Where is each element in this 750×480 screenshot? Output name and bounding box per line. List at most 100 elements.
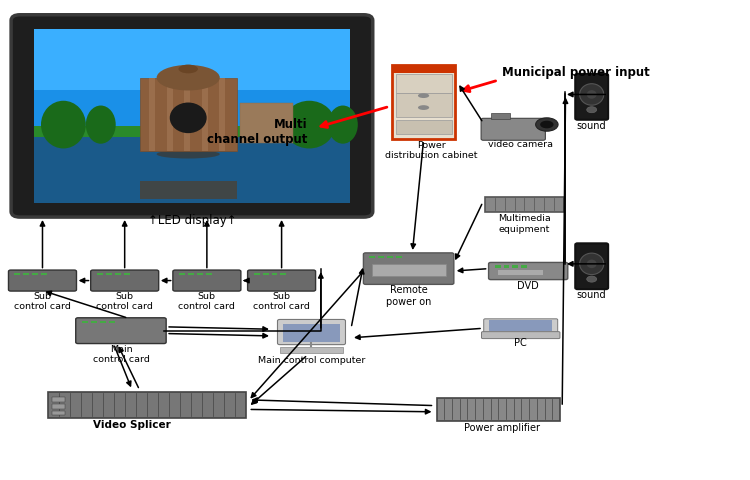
Bar (206, 273, 212, 276)
Bar (196, 273, 202, 276)
Ellipse shape (586, 260, 597, 268)
Bar (498, 270, 543, 276)
Bar (140, 181, 237, 199)
Text: DVD: DVD (518, 281, 539, 290)
Text: Power amplifier: Power amplifier (464, 423, 540, 433)
Bar (272, 273, 278, 276)
Bar (395, 74, 451, 93)
Bar (34, 126, 350, 137)
Ellipse shape (586, 107, 597, 113)
Ellipse shape (41, 101, 86, 148)
FancyBboxPatch shape (173, 270, 241, 291)
Bar (521, 265, 527, 268)
Bar (280, 273, 286, 276)
FancyBboxPatch shape (278, 320, 346, 345)
Bar (284, 324, 340, 342)
Ellipse shape (586, 90, 597, 99)
Text: Sub
control card: Sub control card (96, 292, 153, 312)
Bar (392, 65, 455, 73)
Bar (166, 78, 172, 151)
FancyBboxPatch shape (575, 74, 608, 120)
Ellipse shape (418, 105, 429, 110)
Bar (378, 256, 384, 258)
Bar (202, 78, 208, 151)
Bar (219, 78, 225, 151)
Bar (184, 78, 190, 151)
FancyBboxPatch shape (484, 319, 558, 334)
FancyBboxPatch shape (248, 270, 316, 291)
Bar (396, 256, 402, 258)
Text: Power
distribution cabinet: Power distribution cabinet (385, 141, 477, 160)
Bar (106, 273, 112, 276)
Text: Sub
control card: Sub control card (178, 292, 236, 312)
Text: video camera: video camera (488, 140, 554, 149)
Bar (372, 264, 446, 276)
Bar (52, 410, 65, 415)
Text: PC: PC (514, 338, 527, 348)
Bar (34, 29, 350, 90)
Bar (97, 273, 103, 276)
FancyBboxPatch shape (488, 263, 568, 280)
Bar (91, 321, 97, 323)
Bar (178, 273, 184, 276)
Bar (100, 321, 106, 323)
FancyBboxPatch shape (91, 270, 159, 291)
Bar (485, 197, 564, 212)
Ellipse shape (328, 106, 358, 144)
Text: sound: sound (577, 120, 607, 131)
Bar (41, 273, 47, 276)
Bar (241, 103, 292, 144)
Text: Main control computer: Main control computer (258, 356, 365, 365)
Bar (115, 273, 121, 276)
Text: Sub
control card: Sub control card (254, 292, 310, 312)
Bar (82, 321, 88, 323)
Bar (52, 397, 65, 402)
Bar (387, 256, 393, 258)
Ellipse shape (157, 65, 220, 90)
Text: Remote
power on: Remote power on (386, 285, 431, 307)
Ellipse shape (586, 276, 597, 282)
Text: Multimedia
equipment: Multimedia equipment (498, 214, 550, 234)
FancyBboxPatch shape (8, 270, 76, 291)
Bar (140, 78, 237, 151)
Text: Video Splicer: Video Splicer (93, 420, 171, 430)
Bar (34, 128, 350, 137)
Bar (254, 273, 260, 276)
Bar (280, 347, 344, 353)
Bar (262, 273, 268, 276)
Bar (370, 256, 375, 258)
Bar (503, 265, 509, 268)
FancyBboxPatch shape (575, 243, 608, 289)
Ellipse shape (178, 65, 198, 73)
Bar (436, 398, 560, 421)
Ellipse shape (170, 103, 207, 133)
Bar (109, 321, 115, 323)
FancyBboxPatch shape (11, 15, 373, 217)
Text: Multi
channel output: Multi channel output (207, 118, 308, 146)
Ellipse shape (283, 101, 335, 148)
Text: Municipal power input: Municipal power input (502, 66, 650, 79)
Bar (48, 392, 246, 418)
Ellipse shape (86, 106, 116, 144)
Bar (23, 273, 29, 276)
Text: Sub
control card: Sub control card (14, 292, 71, 312)
Ellipse shape (536, 118, 558, 131)
Bar (34, 29, 350, 130)
Bar (494, 265, 500, 268)
Text: Main
control card: Main control card (92, 345, 149, 364)
Bar (490, 113, 509, 119)
Text: ↑LED display↑: ↑LED display↑ (148, 214, 236, 227)
Ellipse shape (580, 253, 604, 275)
Bar (188, 273, 194, 276)
Bar (395, 120, 451, 134)
Ellipse shape (580, 84, 604, 105)
Bar (124, 273, 130, 276)
FancyBboxPatch shape (364, 253, 454, 284)
Ellipse shape (157, 150, 220, 158)
FancyBboxPatch shape (76, 318, 166, 344)
Bar (32, 273, 38, 276)
Bar (14, 273, 20, 276)
Bar (392, 65, 455, 139)
FancyBboxPatch shape (482, 332, 560, 338)
Ellipse shape (418, 93, 429, 98)
